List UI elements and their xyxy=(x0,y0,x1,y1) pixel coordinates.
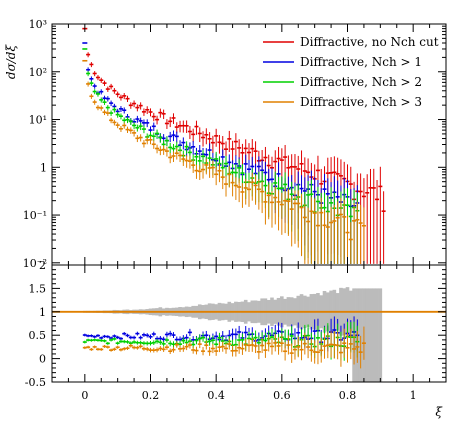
band-bar xyxy=(371,288,376,382)
x-tick-label: 0.6 xyxy=(273,389,291,402)
legend-label: Diffractive, Nch > 1 xyxy=(300,55,422,69)
y-tick-label: 0 xyxy=(39,353,46,366)
band-bar xyxy=(378,288,383,382)
legend-label: Diffractive, no Nch cut xyxy=(300,35,439,49)
y-axis-label: dσ/dξ xyxy=(4,44,18,80)
main-data-layer xyxy=(82,27,386,264)
legend-entry-3: Diffractive, Nch > 2 xyxy=(263,75,422,89)
ratio-series-3 xyxy=(82,326,366,369)
x-tick-label: 0.2 xyxy=(142,389,160,402)
legend-label: Diffractive, Nch > 3 xyxy=(300,95,422,109)
y-tick-label: 1.5 xyxy=(29,282,47,295)
ratio-plot-frame xyxy=(51,264,447,383)
legend-entry-2: Diffractive, Nch > 1 xyxy=(263,55,422,69)
y-tick-label: 1 xyxy=(39,306,46,319)
ratio-data-layer xyxy=(52,287,446,382)
y-tick-label: 10⁻² xyxy=(23,257,47,270)
x-tick-label: 1 xyxy=(410,389,417,402)
main-axes: 10⁻² 10⁻¹ 1 10¹ 10² 10³ xyxy=(23,18,447,270)
y-tick-label: -0.5 xyxy=(25,376,46,389)
x-tick-label: 0.8 xyxy=(339,389,357,402)
y-tick-label: 2 xyxy=(39,259,46,272)
ratio-axes: -0.5 0 0.5 1 1.5 2 0 0.2 0.4 0.6 0.8 1 xyxy=(25,259,447,402)
x-tick-label: 0.4 xyxy=(207,389,225,402)
band-bar xyxy=(358,288,363,382)
band-bar xyxy=(375,288,379,382)
y-tick-label: 10¹ xyxy=(29,114,47,127)
band-bar xyxy=(365,288,369,382)
x-tick-label: 0 xyxy=(81,389,88,402)
legend-label: Diffractive, Nch > 2 xyxy=(300,75,422,89)
legend: Diffractive, no Nch cut Diffractive, Nch … xyxy=(263,35,439,109)
x-axis-label: ξ xyxy=(435,405,443,419)
legend-entry-1: Diffractive, no Nch cut xyxy=(263,35,439,49)
ratio-panel: -0.5 0 0.5 1 1.5 2 0 0.2 0.4 0.6 0.8 1 ξ xyxy=(25,259,447,419)
y-tick-label: 10⁻¹ xyxy=(23,209,47,222)
series-4 xyxy=(82,59,366,264)
main-panel: 10⁻² 10⁻¹ 1 10¹ 10² 10³ Diffractive, no Nch c… xyxy=(4,18,447,270)
y-tick-label: 10³ xyxy=(29,18,47,31)
y-tick-label: 10² xyxy=(29,66,47,79)
legend-entry-4: Diffractive, Nch > 3 xyxy=(263,95,422,109)
y-tick-label: 1 xyxy=(40,161,47,174)
band-bar xyxy=(368,288,373,382)
y-tick-label: 0.5 xyxy=(29,329,47,342)
